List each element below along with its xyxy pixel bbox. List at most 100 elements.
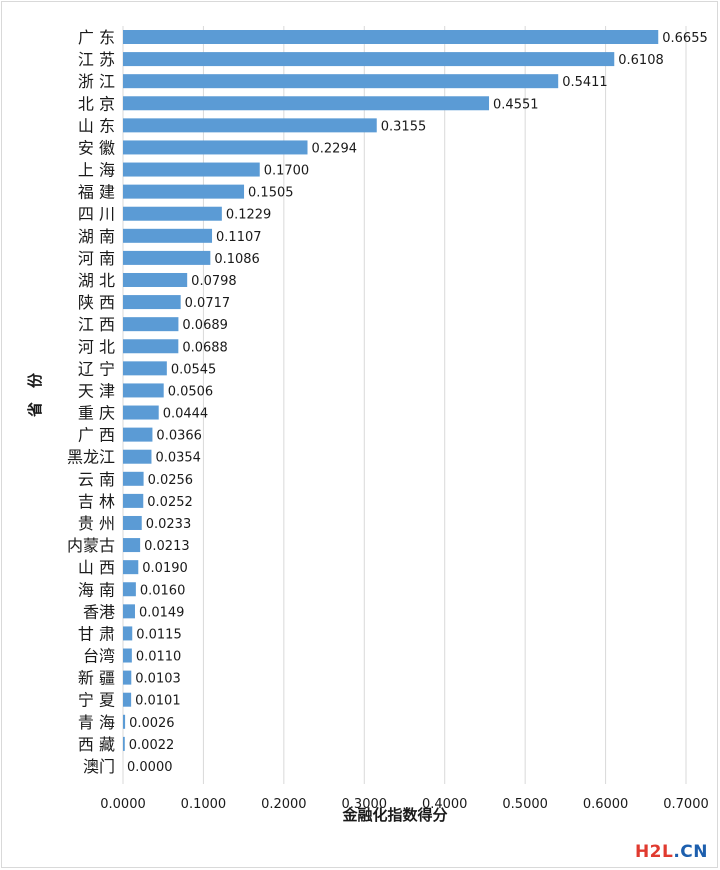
bar [123, 272, 188, 287]
x-tick-label: 0.5000 [502, 797, 548, 812]
bar [123, 560, 139, 575]
data-label: 0.5411 [562, 75, 608, 90]
watermark-text-a: H2L [634, 842, 674, 862]
x-tick-label: 0.1000 [181, 797, 227, 812]
bar [123, 52, 615, 67]
category-label: 山 西 [78, 558, 115, 577]
bar [123, 427, 153, 442]
bar [123, 471, 144, 486]
category-label: 四 川 [78, 205, 115, 224]
data-label: 0.0256 [148, 473, 194, 488]
data-label: 0.2294 [312, 141, 358, 156]
category-label: 广 东 [78, 28, 115, 47]
data-label: 0.0545 [171, 362, 217, 377]
data-label: 0.4551 [493, 97, 538, 112]
bar [123, 184, 245, 199]
category-label: 贵 州 [78, 514, 115, 533]
data-label: 0.0798 [191, 274, 237, 289]
category-label: 云 南 [78, 470, 115, 489]
bar-layer: 0.6655 0.6108 0.5411 0.4551 0.3155 0.22940.17… [123, 30, 708, 775]
x-tick-label: 0.6000 [583, 797, 629, 812]
x-tick-label: 0.3000 [342, 797, 388, 812]
category-label: 黑龙江 [67, 448, 115, 467]
category-label: 广 西 [78, 426, 115, 445]
bar [123, 140, 308, 155]
bar [123, 361, 167, 376]
category-label: 江 苏 [78, 50, 115, 69]
category-label: 宁 夏 [78, 691, 115, 710]
bar [123, 515, 142, 530]
category-labels: 广 东江 苏浙 江北 京山 东安 徽上 海福 建四 川湖 南河 南湖 北陕 西江… [67, 28, 115, 776]
category-label: 澳门 [83, 757, 115, 776]
bar [123, 74, 559, 89]
category-label: 北 京 [78, 94, 115, 113]
data-label: 0.0026 [129, 716, 175, 731]
bar [123, 582, 136, 597]
bar [123, 250, 211, 265]
data-label: 0.1107 [216, 230, 262, 245]
data-label: 0.0190 [142, 561, 188, 576]
x-tick-label: 0.7000 [663, 797, 709, 812]
category-label: 湖 北 [78, 271, 115, 290]
data-label: 0.0252 [147, 495, 193, 510]
bar [123, 96, 490, 111]
category-label: 山 东 [78, 116, 115, 135]
bar [123, 339, 179, 354]
data-label: 0.0103 [135, 672, 181, 687]
category-label: 香港 [83, 602, 115, 621]
bar [123, 162, 260, 177]
category-label: 海 南 [78, 580, 115, 599]
category-label: 天 津 [78, 381, 115, 400]
bar [123, 317, 179, 332]
data-label: 0.0101 [135, 694, 181, 709]
category-label: 安 徽 [78, 138, 115, 157]
bar [123, 30, 659, 44]
bar [123, 604, 135, 619]
data-label: 0.0115 [136, 627, 182, 642]
bar [123, 228, 213, 243]
x-tick-labels: 0.0000 0.1000 0.2000 0.3000 0.4000 0.5000 0.60… [100, 797, 709, 812]
category-label: 台湾 [83, 647, 115, 666]
category-label: 辽 宁 [78, 359, 115, 378]
bar [123, 295, 181, 310]
category-label: 河 南 [78, 249, 115, 268]
bar [123, 648, 132, 663]
category-label: 重 庆 [78, 404, 115, 423]
data-label: 0.6655 [662, 31, 708, 46]
x-tick-label: 0.0000 [100, 797, 146, 812]
data-label: 0.0213 [144, 539, 190, 554]
data-label: 0.1229 [226, 208, 272, 223]
data-label: 0.0233 [146, 517, 192, 532]
bar [123, 538, 141, 553]
bar [123, 118, 377, 133]
x-tick-label: 0.4000 [422, 797, 468, 812]
y-axis-title: 省份 [26, 359, 44, 418]
bar [123, 670, 132, 685]
bar [123, 714, 126, 729]
category-label: 福 建 [78, 183, 115, 202]
bar [123, 736, 125, 751]
data-label: 0.0160 [140, 583, 186, 598]
data-label: 0.0689 [182, 318, 228, 333]
category-label: 浙 江 [78, 72, 115, 91]
data-label: 0.6108 [618, 53, 664, 68]
category-label: 西 藏 [78, 735, 115, 754]
category-label: 江 西 [78, 315, 115, 334]
category-label: 陕 西 [78, 293, 115, 312]
category-label: 内蒙古 [67, 536, 115, 555]
bar [123, 383, 164, 398]
category-label: 甘 肃 [78, 624, 115, 643]
bar [123, 493, 144, 508]
bar [123, 405, 159, 420]
watermark-text-b: .CN [673, 842, 708, 862]
data-label: 0.1505 [248, 186, 293, 201]
data-label: 0.1700 [264, 164, 310, 179]
data-label: 0.3155 [381, 119, 427, 134]
category-label: 湖 南 [78, 227, 115, 246]
grid-layer [122, 26, 687, 784]
data-label: 0.0149 [139, 605, 185, 620]
data-label: 0.0110 [136, 650, 182, 665]
category-label: 青 海 [78, 713, 115, 732]
data-label: 0.0688 [182, 340, 228, 355]
data-label: 0.0444 [163, 407, 209, 422]
